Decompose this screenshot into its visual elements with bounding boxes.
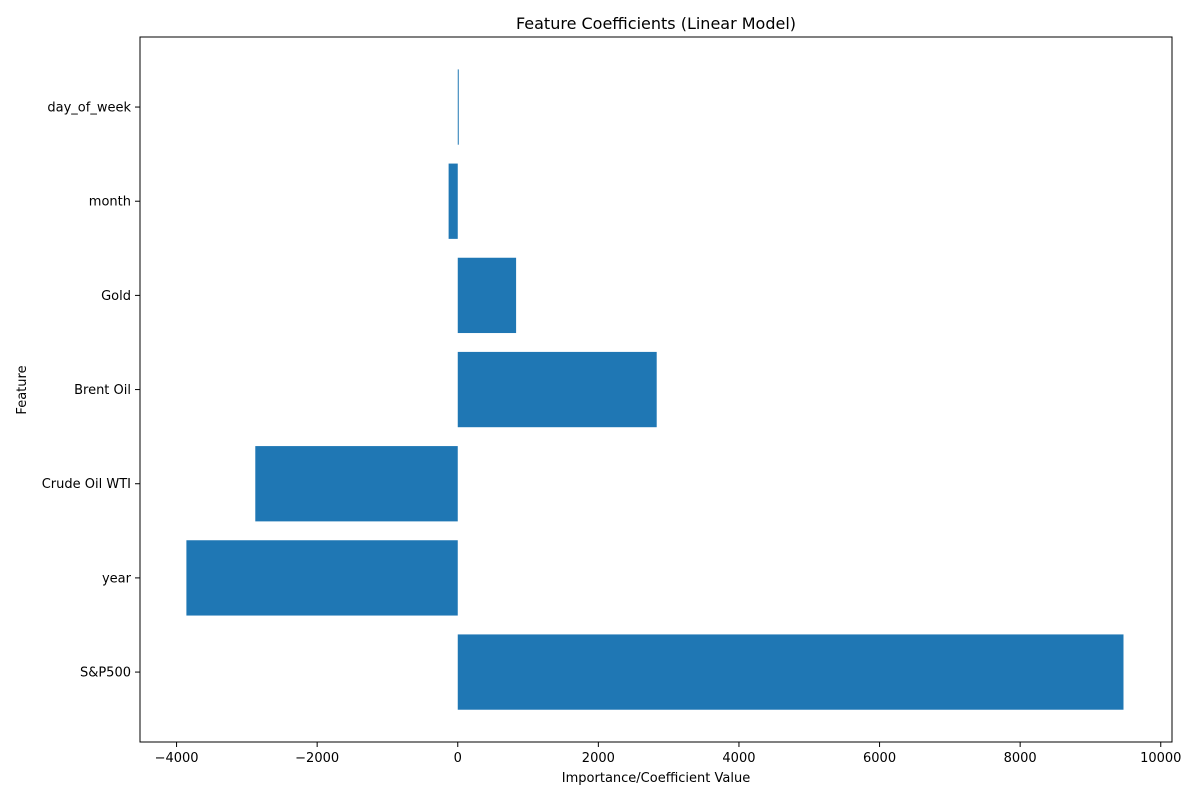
y-tick-label: Gold <box>101 289 131 304</box>
x-axis-label: Importance/Coefficient Value <box>562 771 750 786</box>
x-tick-label: 10000 <box>1140 751 1181 766</box>
x-tick-label: 8000 <box>1004 751 1037 766</box>
bar-crude-oil-wti <box>255 446 458 522</box>
y-tick-label: year <box>102 571 132 586</box>
y-tick-label: day_of_week <box>47 101 131 116</box>
x-tick-label: 0 <box>454 751 462 766</box>
x-axis-ticks: −4000 −2000 0 2000 4000 6000 8000 10000 <box>155 742 1181 766</box>
x-tick-label: −2000 <box>295 751 339 766</box>
bar-day-of-week <box>457 69 459 145</box>
bars-group <box>186 69 1124 710</box>
bar-month <box>448 163 458 239</box>
y-tick-label: month <box>89 195 131 210</box>
bar-year <box>186 540 458 616</box>
bar-s-p500 <box>457 634 1124 710</box>
plot-frame <box>139 36 1173 743</box>
y-axis-ticks: S&P500 year Crude Oil WTI Brent Oil Gold mont… <box>42 101 140 681</box>
x-tick-label: 2000 <box>582 751 615 766</box>
chart-title: Feature Coefficients (Linear Model) <box>516 14 796 33</box>
x-tick-label: 4000 <box>722 751 755 766</box>
y-tick-label: Brent Oil <box>74 383 131 398</box>
y-tick-label: Crude Oil WTI <box>42 477 131 492</box>
bar-brent-oil <box>457 351 657 428</box>
x-tick-label: −4000 <box>155 751 199 766</box>
y-tick-label: S&P500 <box>80 666 131 681</box>
y-axis-label: Feature <box>15 365 30 414</box>
x-tick-label: 6000 <box>863 751 896 766</box>
bar-gold <box>457 257 517 334</box>
